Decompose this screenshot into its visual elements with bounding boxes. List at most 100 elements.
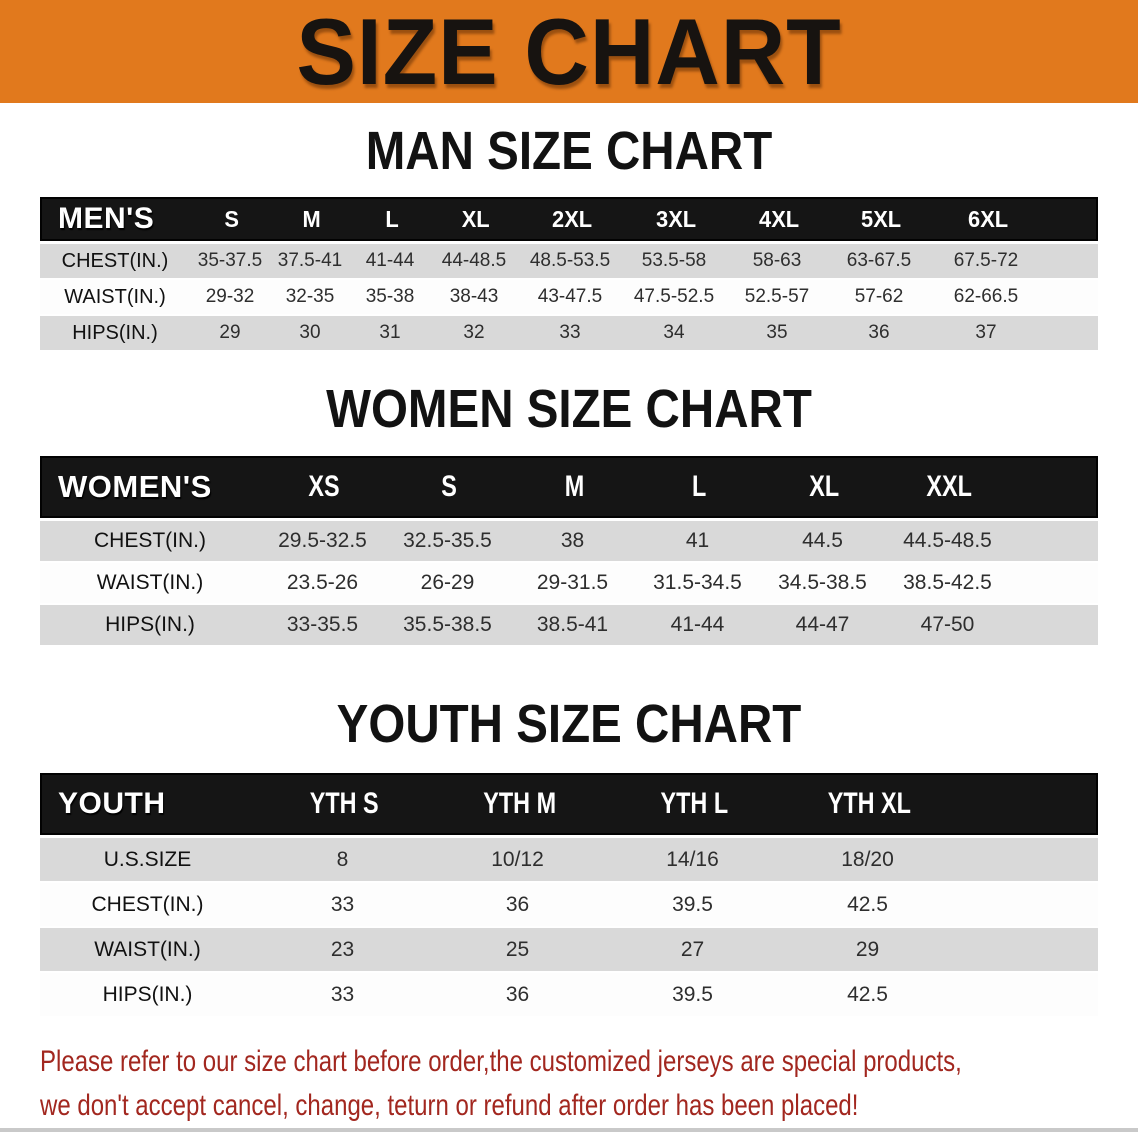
row-label: CHEST(IN.): [61, 249, 169, 272]
size-column-header: M: [564, 470, 585, 503]
size-value-cell: 57-62: [854, 286, 904, 307]
size-value-cell: 39.5: [672, 982, 713, 1006]
size-value-cell: 38-43: [449, 286, 499, 307]
row-label: U.S.SIZE: [103, 847, 192, 871]
bottom-divider: [0, 1128, 1138, 1132]
size-column-header: S: [441, 470, 458, 503]
size-value-cell: 44-47: [795, 613, 850, 636]
disclaimer: Please refer to our size chart before or…: [40, 1040, 1138, 1128]
size-value-cell: 44.5: [802, 529, 843, 552]
size-value-cell: 47.5-52.5: [633, 286, 715, 307]
size-value-cell: 36: [505, 892, 530, 916]
size-value-cell: 23.5-26: [286, 571, 359, 594]
measurement-row: WAIST(IN.) 29-32 32-35 35-38 38-43 43-47.5 47.…: [40, 280, 1098, 314]
size-value-cell: 39.5: [672, 892, 713, 916]
size-value-cell: 32: [463, 322, 485, 343]
row-label: WAIST(IN.): [64, 285, 166, 308]
size-value-cell: 41-44: [365, 250, 415, 271]
disclaimer-line-1: Please refer to our size chart before or…: [40, 1045, 962, 1078]
measurement-row: CHEST(IN.) 29.5-32.5 32.5-35.5 38 41 44.5 44.5…: [40, 521, 1098, 561]
size-value-cell: 38.5-42.5: [903, 571, 992, 594]
size-value-cell: 32-35: [285, 286, 335, 307]
size-column-header: 2XL: [551, 205, 593, 232]
size-value-cell: 30: [299, 322, 321, 343]
size-column-header: XL: [462, 205, 490, 232]
row-label: CHEST(IN.): [91, 892, 204, 916]
size-value-cell: 42.5: [847, 892, 888, 916]
mens-section-heading: MAN SIZE CHART: [365, 121, 773, 181]
size-value-cell: 33-35.5: [286, 613, 359, 636]
size-column-header: 3XL: [655, 205, 697, 232]
row-label: WAIST(IN.): [96, 571, 204, 594]
youth-size-table: YOUTH YTH S YTH M YTH L YTH XL U.S.SIZE 8 10/12…: [40, 773, 1098, 1016]
size-column-header: L: [385, 205, 399, 232]
youth-section: YOUTH SIZE CHART YOUTH YTH S YTH M YTH L YTH…: [0, 694, 1138, 1016]
youth-section-heading: YOUTH SIZE CHART: [336, 694, 802, 754]
measurement-row: HIPS(IN.) 33 36 39.5 42.5: [40, 973, 1098, 1016]
row-label: HIPS(IN.): [105, 613, 195, 636]
size-value-cell: 38: [560, 529, 585, 552]
row-label: WAIST(IN.): [94, 937, 201, 961]
size-value-cell: 29: [219, 322, 241, 343]
size-column-header: YTH M: [483, 787, 556, 820]
size-value-cell: 35: [766, 322, 788, 343]
size-value-cell: 29: [855, 937, 880, 961]
size-value-cell: 63-67.5: [846, 250, 912, 271]
disclaimer-line-2: we don't accept cancel, change, teturn o…: [40, 1089, 859, 1122]
banner: SIZE CHART: [0, 0, 1138, 103]
size-value-cell: 23: [330, 937, 355, 961]
size-value-cell: 48.5-53.5: [529, 250, 611, 271]
mens-section: MAN SIZE CHART MEN'S S M L XL 2XL 3XL 4XL 5XL 6XL…: [0, 121, 1138, 350]
size-value-cell: 53.5-58: [641, 250, 707, 271]
size-value-cell: 29.5-32.5: [278, 529, 367, 552]
size-column-header: YTH S: [310, 787, 379, 820]
row-label: CHEST(IN.): [94, 529, 206, 552]
size-value-cell: 37: [975, 322, 997, 343]
size-value-cell: 37.5-41: [277, 250, 343, 271]
table-header-row: WOMEN'S XS S M L XL XXL: [40, 456, 1098, 518]
size-value-cell: 38.5-41: [536, 613, 609, 636]
size-value-cell: 29-32: [205, 286, 255, 307]
size-value-cell: 41-44: [670, 613, 725, 636]
table-title-cell: MEN'S: [58, 202, 155, 235]
womens-size-table: WOMEN'S XS S M L XL XXL CHEST(IN.) 29.5-32.5 32.5…: [40, 456, 1098, 645]
size-value-cell: 18/20: [841, 847, 894, 871]
measurement-row: U.S.SIZE 8 10/12 14/16 18/20: [40, 838, 1098, 881]
size-value-cell: 10/12: [491, 847, 544, 871]
size-value-cell: 31.5-34.5: [653, 571, 742, 594]
size-value-cell: 42.5: [847, 982, 888, 1006]
row-label: HIPS(IN.): [72, 321, 158, 344]
size-value-cell: 25: [505, 937, 530, 961]
size-value-cell: 27: [680, 937, 705, 961]
size-column-header: XS: [308, 470, 341, 503]
measurement-row: WAIST(IN.) 23.5-26 26-29 29-31.5 31.5-34.5 34…: [40, 563, 1098, 603]
size-value-cell: 35.5-38.5: [403, 613, 492, 636]
size-column-header: L: [692, 470, 707, 503]
size-column-header: S: [224, 205, 240, 232]
size-value-cell: 47-50: [920, 613, 975, 636]
size-value-cell: 43-47.5: [537, 286, 603, 307]
size-value-cell: 62-66.5: [953, 286, 1019, 307]
measurement-row: CHEST(IN.) 35-37.5 37.5-41 41-44 44-48.5 48.5…: [40, 244, 1098, 278]
table-header-row: MEN'S S M L XL 2XL 3XL 4XL 5XL 6XL: [40, 197, 1098, 241]
size-value-cell: 34: [663, 322, 685, 343]
size-column-header: XL: [809, 470, 840, 503]
size-value-cell: 44-48.5: [441, 250, 507, 271]
measurement-row: CHEST(IN.) 33 36 39.5 42.5: [40, 883, 1098, 926]
size-value-cell: 36: [868, 322, 890, 343]
size-value-cell: 33: [330, 982, 355, 1006]
size-column-header: YTH L: [660, 787, 729, 820]
womens-section: WOMEN SIZE CHART WOMEN'S XS S M L XL XXL CHEST(…: [0, 379, 1138, 645]
size-value-cell: 26-29: [420, 571, 475, 594]
table-title-cell: YOUTH: [58, 787, 166, 820]
size-value-cell: 35-38: [365, 286, 415, 307]
banner-title: SIZE CHART: [296, 0, 842, 104]
measurement-row: HIPS(IN.) 29 30 31 32 33 34 35 36 37: [40, 316, 1098, 350]
womens-section-heading: WOMEN SIZE CHART: [326, 379, 812, 439]
size-column-header: M: [302, 205, 322, 232]
size-column-header: 4XL: [758, 205, 800, 232]
size-value-cell: 36: [505, 982, 530, 1006]
size-value-cell: 44.5-48.5: [903, 529, 992, 552]
size-column-header: YTH XL: [827, 787, 912, 820]
